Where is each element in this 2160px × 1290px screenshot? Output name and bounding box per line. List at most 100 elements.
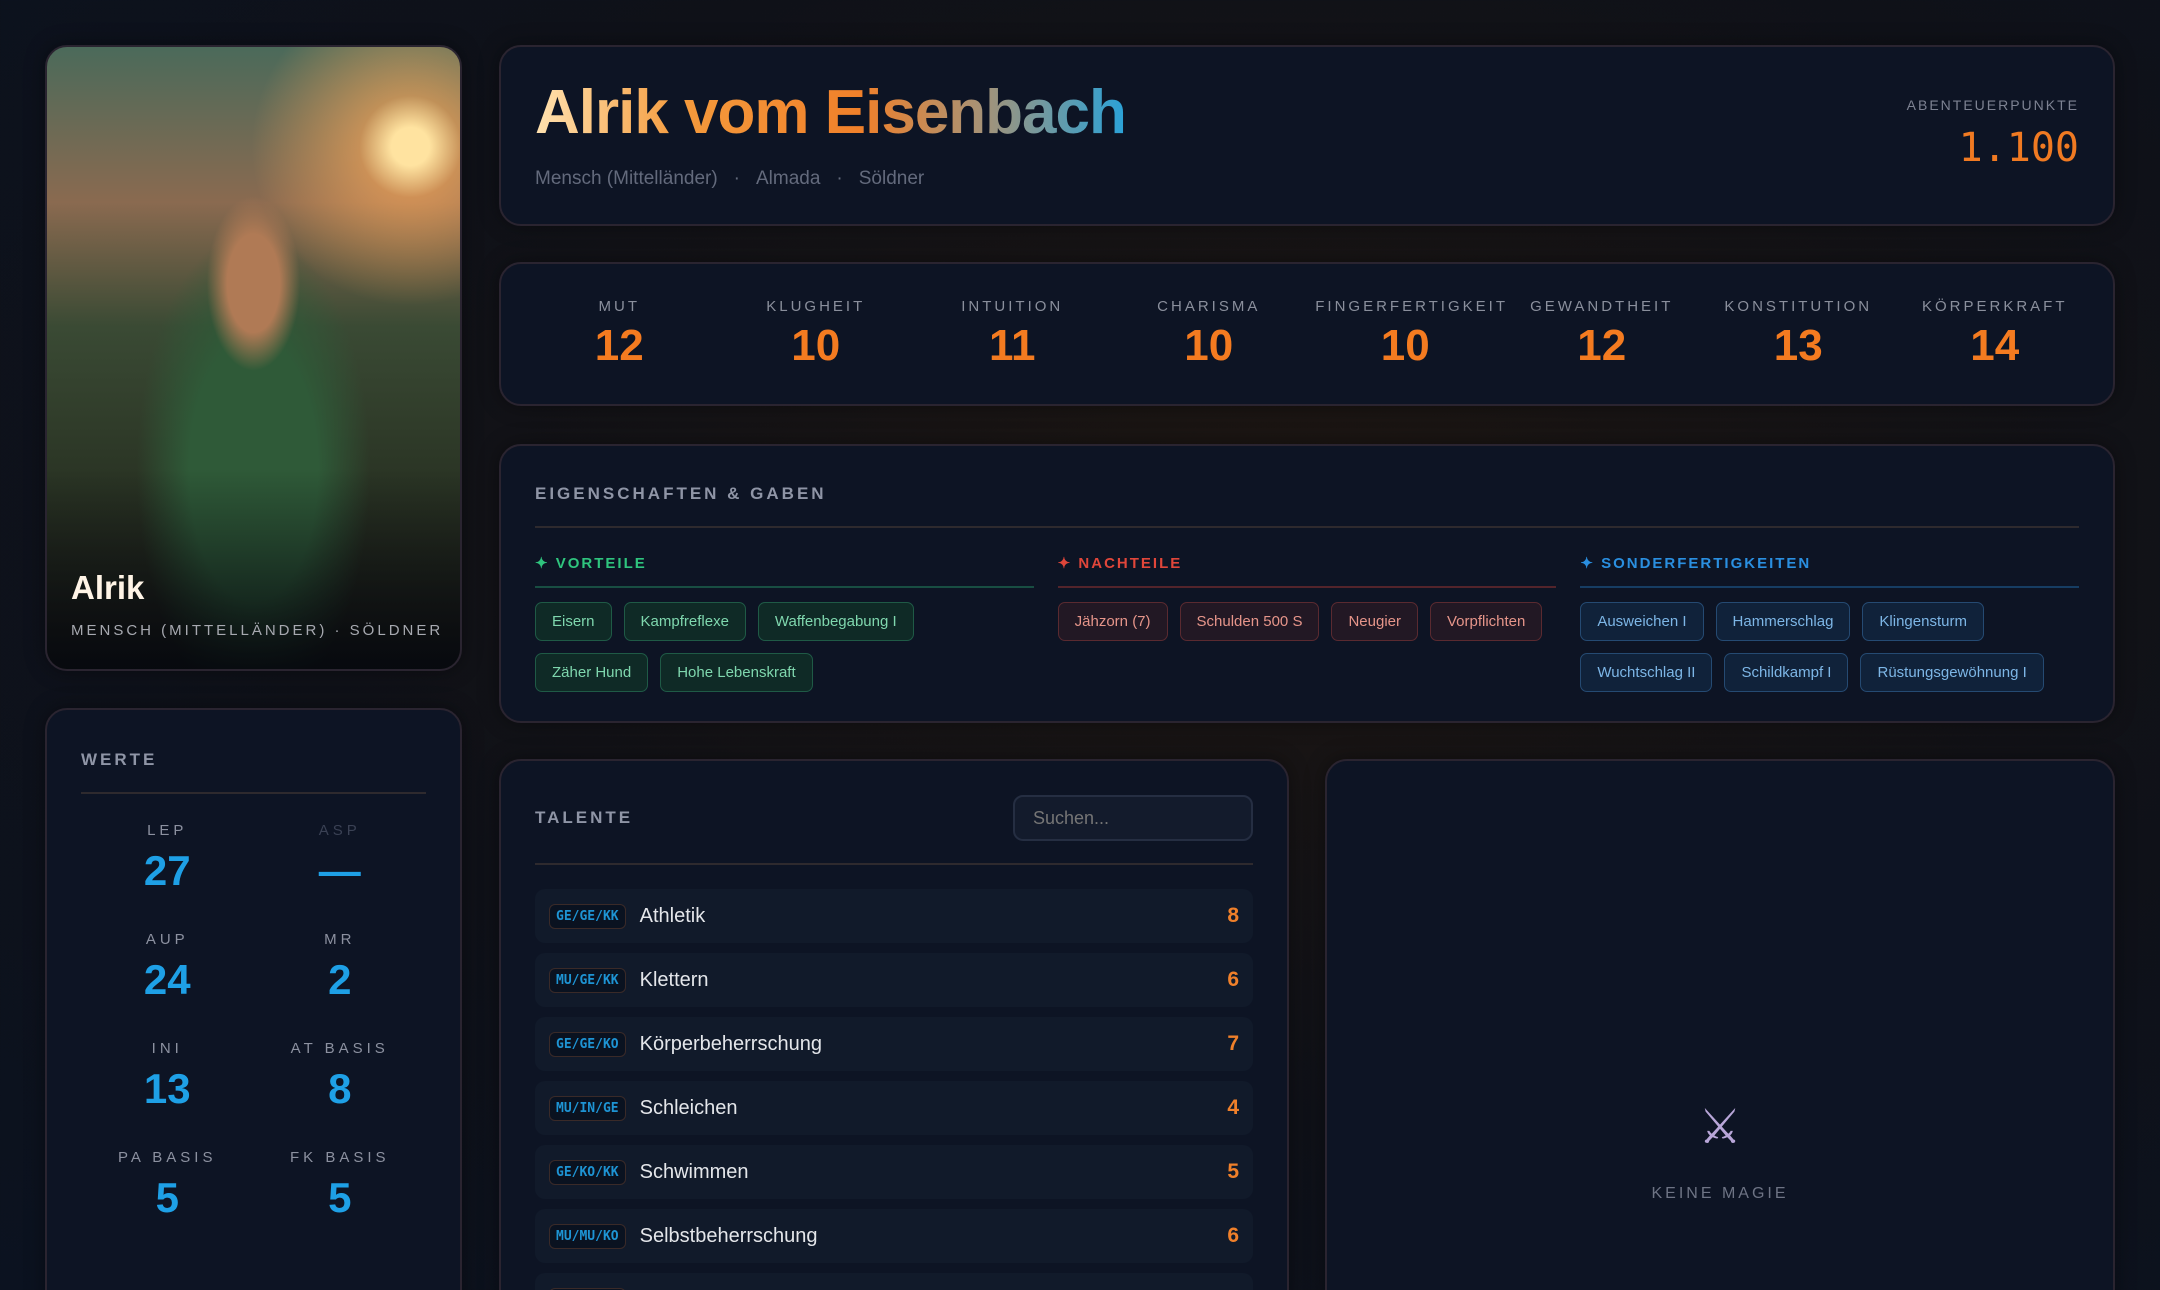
portrait-shade <box>47 469 460 669</box>
sonderfertigkeiten-heading: ✦ SONDERFERTIGKEITEN <box>1580 554 2079 588</box>
talent-row[interactable]: GE/GE/KK Athletik 8 <box>535 889 1253 943</box>
sonderfertigkeiten-tags: Ausweichen I Hammerschlag Klingensturm Wuch… <box>1580 602 2079 692</box>
attribute-value: 10 <box>1184 320 1234 370</box>
werte-label: PA BASIS <box>118 1149 217 1166</box>
talent-value: 6 <box>1227 1224 1239 1247</box>
werte-value: — <box>318 847 361 894</box>
sonderfertigkeiten-column: ✦ SONDERFERTIGKEITEN Ausweichen I Hammersc… <box>1580 554 2079 692</box>
vorteile-heading: ✦ VORTEILE <box>535 554 1034 588</box>
nachteile-tag[interactable]: Schulden 500 S <box>1179 602 1320 641</box>
nachteile-label: NACHTEILE <box>1078 555 1183 572</box>
talent-probe: GE/GE/KO <box>549 1031 626 1057</box>
vorteile-tag[interactable]: Eisern <box>535 602 612 641</box>
talent-row[interactable]: MU/GE/KK Klettern 6 <box>535 953 1253 1007</box>
sonderfertigkeiten-tag[interactable]: Ausweichen I <box>1580 602 1704 641</box>
adventure-points: ABENTEUERPUNKTE 1.100 <box>1907 97 2079 171</box>
werte-grid: LEP 27 ASP — AUP 24 MR 2 INI 13 AT BASIS 8 PA BASIS 5… <box>81 822 426 1222</box>
sonderfertigkeiten-tag[interactable]: Hammerschlag <box>1715 602 1851 641</box>
nachteile-tag[interactable]: Neugier <box>1331 602 1418 641</box>
talent-probe: MU/GE/KK <box>549 967 626 993</box>
talent-row[interactable]: KL/IN/INSinnesschärfe7 <box>535 1273 1253 1290</box>
attribute-value: 10 <box>1380 320 1430 370</box>
portrait-subtitle: MENSCH (MITTELLÄNDER) · SÖLDNER <box>71 622 444 639</box>
werte-item: AUP 24 <box>81 931 254 1004</box>
werte-value: 5 <box>328 1174 352 1221</box>
werte-item: ASP — <box>254 822 427 895</box>
eigenschaften-title: EIGENSCHAFTEN & GABEN <box>535 484 827 503</box>
vorteile-label: VORTEILE <box>555 555 647 572</box>
attribute-value: 14 <box>1970 320 2020 370</box>
talent-name: Schwimmen <box>639 1160 749 1183</box>
nachteile-tag[interactable]: Vorpflichten <box>1429 602 1543 641</box>
werte-label: AUP <box>145 931 189 948</box>
talent-value: 5 <box>1227 1160 1239 1183</box>
attribute-körperkraft: KÖRPERKRAFT 14 <box>1905 298 2085 371</box>
vorteile-tag[interactable]: Zäher Hund <box>535 653 649 692</box>
race: Mensch (Mittelländer) <box>535 168 718 189</box>
sonderfertigkeiten-tag[interactable]: Rüstungsgewöhnung I <box>1860 653 2044 692</box>
talent-probe: GE/KO/KK <box>549 1159 626 1185</box>
werte-item: PA BASIS 5 <box>81 1149 254 1222</box>
attribute-label: KÖRPERKRAFT <box>1921 297 2068 315</box>
crossed-swords-icon: ⚔ <box>1698 1101 1742 1154</box>
talent-row[interactable]: GE/KO/KK Schwimmen 5 <box>535 1145 1253 1199</box>
talent-name: Schleichen <box>639 1096 738 1119</box>
sparkle-icon: ✦ <box>1580 555 1602 572</box>
talent-name: Körperbeherrschung <box>639 1032 822 1055</box>
talent-value: 6 <box>1227 968 1239 991</box>
attribute-label: GEWANDTHEIT <box>1530 297 1674 315</box>
sonderfertigkeiten-tag[interactable]: Wuchtschlag II <box>1580 653 1713 692</box>
vorteile-tag[interactable]: Waffenbegabung I <box>757 602 914 641</box>
character-portrait: Alrik MENSCH (MITTELLÄNDER) · SÖLDNER <box>45 45 462 671</box>
sparkle-icon: ✦ <box>1057 555 1079 572</box>
werte-label: AT BASIS <box>290 1040 389 1057</box>
profession: Söldner <box>858 168 925 189</box>
talent-search-input[interactable] <box>1013 795 1253 841</box>
culture: Almada <box>756 168 821 189</box>
attribute-value: 12 <box>1577 320 1627 370</box>
talent-list: GE/GE/KK Athletik 8 MU/GE/KK Klettern 6 GE/GE/… <box>535 889 1253 1290</box>
nachteile-tag[interactable]: Jähzorn (7) <box>1057 602 1168 641</box>
werte-value: 27 <box>143 847 191 894</box>
attribute-label: MUT <box>598 297 640 315</box>
attribute-mut: MUT 12 <box>529 298 709 371</box>
talent-probe: GE/GE/KK <box>549 903 626 929</box>
attribute-label: CHARISMA <box>1157 297 1261 315</box>
talent-probe: MU/MU/KO <box>549 1223 626 1249</box>
attribute-konstitution: KONSTITUTION 13 <box>1708 298 1888 371</box>
talent-row[interactable]: MU/IN/GE Schleichen 4 <box>535 1081 1253 1135</box>
talent-name: Sinnesschärfe <box>640 1289 1228 1290</box>
talent-value: 8 <box>1227 904 1239 927</box>
sonderfertigkeiten-tag[interactable]: Schildkampf I <box>1724 653 1849 692</box>
attribute-value: 12 <box>594 320 644 370</box>
talent-value: 7 <box>1227 1032 1239 1055</box>
attribute-label: KONSTITUTION <box>1724 297 1873 315</box>
werte-label: FK BASIS <box>289 1149 390 1166</box>
sonderfertigkeiten-label: SONDERFERTIGKEITEN <box>1601 555 1812 572</box>
attribute-charisma: CHARISMA 10 <box>1119 298 1299 371</box>
werte-title: WERTE <box>81 750 158 769</box>
talent-row[interactable]: MU/MU/KO Selbstbeherrschung 6 <box>535 1209 1253 1263</box>
character-subline: Mensch (Mittelländer) · Almada · Söldner <box>535 168 2079 190</box>
attribute-label: FINGERFERTIGKEIT <box>1315 297 1508 315</box>
eigenschaften-columns: ✦ VORTEILE Eisern Kampfreflexe Waffenbegabu… <box>535 554 2079 692</box>
talente-title: TALENTE <box>535 808 634 827</box>
attribute-value: 11 <box>988 320 1036 370</box>
separator: · <box>733 168 740 189</box>
talent-row[interactable]: GE/GE/KO Körperbeherrschung 7 <box>535 1017 1253 1071</box>
werte-item: FK BASIS 5 <box>254 1149 427 1222</box>
nachteile-column: ✦ NACHTEILE Jähzorn (7) Schulden 500 S Neug… <box>1057 554 1557 692</box>
vorteile-tag[interactable]: Kampfreflexe <box>623 602 746 641</box>
sonderfertigkeiten-tag[interactable]: Klingensturm <box>1862 602 1984 641</box>
character-title: Alrik vom Eisenbach <box>535 78 1127 147</box>
vorteile-tags: Eisern Kampfreflexe Waffenbegabung I Zäher … <box>535 602 1034 692</box>
talente-panel: TALENTE GE/GE/KK Athletik 8 MU/GE/KK Kletter… <box>499 759 1289 1290</box>
vorteile-tag[interactable]: Hohe Lebenskraft <box>660 653 813 692</box>
attributes-panel: MUT 12 KLUGHEIT 10 INTUITION 11 CHARISMA 10 FING… <box>499 262 2115 406</box>
nachteile-tags: Jähzorn (7) Schulden 500 S Neugier Vorpflic… <box>1057 602 1557 641</box>
werte-label: ASP <box>318 822 361 839</box>
attribute-label: KLUGHEIT <box>766 297 866 315</box>
vorteile-column: ✦ VORTEILE Eisern Kampfreflexe Waffenbegabu… <box>535 554 1034 692</box>
sparkle-icon: ✦ <box>535 555 556 572</box>
werte-label: MR <box>324 931 356 948</box>
